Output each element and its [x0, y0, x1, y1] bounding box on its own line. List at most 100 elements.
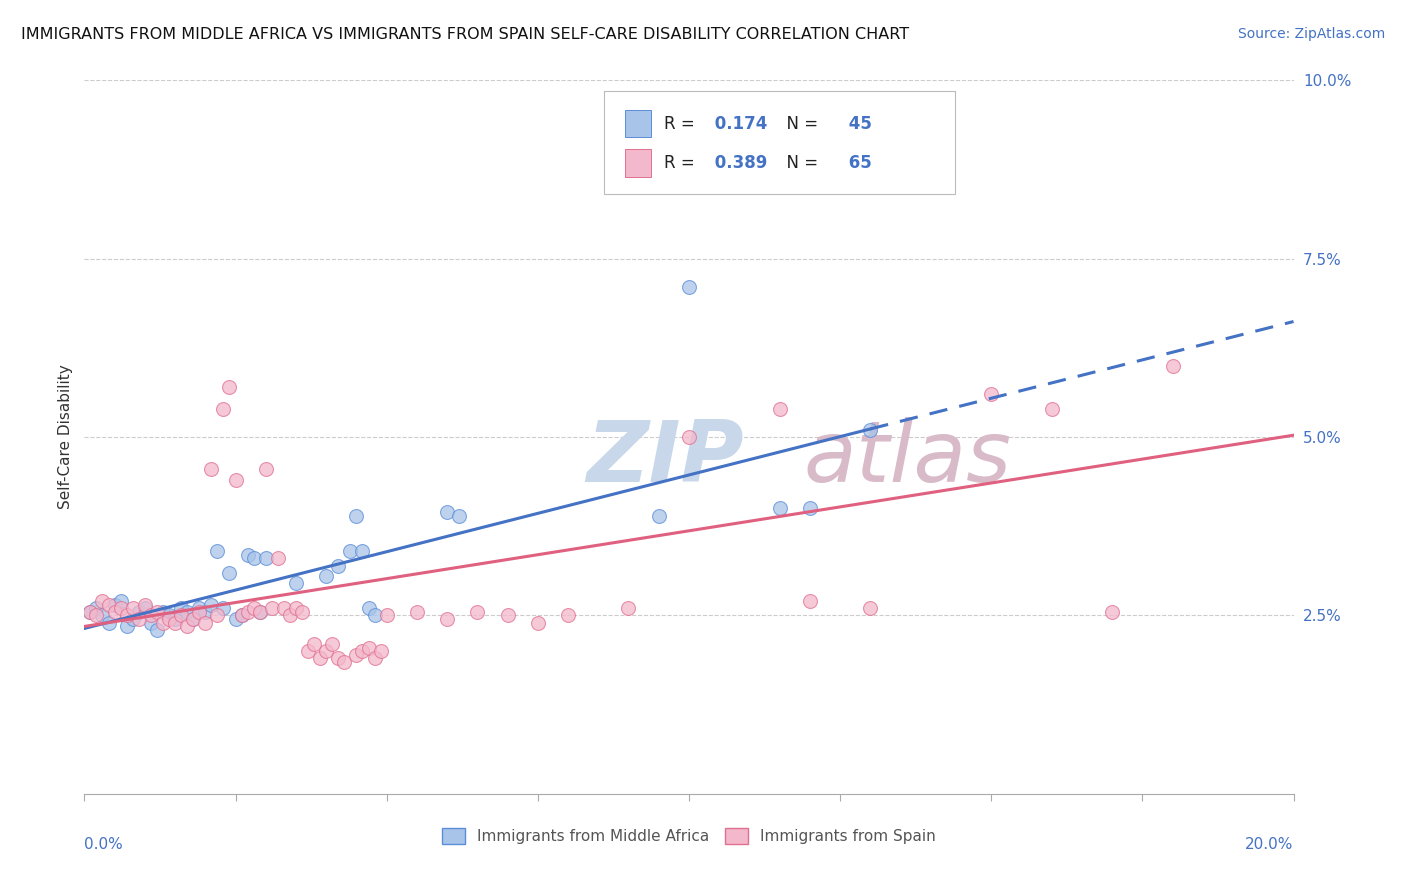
Point [225, 473, 247, 487]
Point [121, 612, 143, 626]
Text: Source: ZipAtlas.com: Source: ZipAtlas.com [1237, 27, 1385, 41]
Point [176, 619, 198, 633]
Point [170, 601, 193, 615]
Point [152, 605, 174, 619]
Legend: Immigrants from Middle Africa, Immigrants from Spain: Immigrants from Middle Africa, Immigrant… [436, 822, 942, 850]
Point [278, 608, 301, 623]
Point [267, 551, 290, 566]
Text: 0.174: 0.174 [710, 115, 768, 133]
Point [200, 462, 222, 476]
Point [357, 640, 380, 655]
Point [194, 605, 217, 619]
Point [799, 501, 821, 516]
Point [249, 605, 271, 619]
Point [260, 601, 283, 615]
Point [309, 651, 332, 665]
Point [121, 601, 143, 615]
Point [859, 423, 882, 437]
Point [648, 508, 671, 523]
Text: IMMIGRANTS FROM MIDDLE AFRICA VS IMMIGRANTS FROM SPAIN SELF-CARE DISABILITY CORR: IMMIGRANTS FROM MIDDLE AFRICA VS IMMIGRA… [21, 27, 910, 42]
Text: 0.389: 0.389 [710, 154, 768, 172]
Point [321, 637, 343, 651]
Text: R =: R = [664, 154, 695, 172]
Point [352, 544, 374, 558]
Point [496, 608, 519, 623]
Point [254, 551, 277, 566]
Point [181, 612, 204, 626]
Point [86, 608, 108, 623]
Point [242, 551, 264, 566]
Point [181, 612, 204, 626]
Point [254, 462, 277, 476]
Point [333, 655, 356, 669]
Point [207, 608, 229, 623]
Point [225, 612, 247, 626]
Point [375, 608, 398, 623]
Point [436, 612, 458, 626]
Point [1161, 359, 1184, 373]
Point [449, 508, 471, 523]
Point [165, 615, 187, 630]
Point [467, 605, 489, 619]
Point [799, 594, 821, 608]
Point [115, 608, 138, 623]
Point [339, 544, 361, 558]
FancyBboxPatch shape [624, 111, 651, 137]
Point [527, 615, 550, 630]
Point [980, 387, 1002, 401]
Point [249, 605, 271, 619]
Point [436, 505, 458, 519]
Point [617, 601, 640, 615]
Point [285, 601, 308, 615]
Point [678, 430, 700, 444]
Point [134, 601, 156, 615]
Text: 65: 65 [842, 154, 872, 172]
Text: N =: N = [776, 115, 818, 133]
Point [97, 598, 120, 612]
Point [146, 623, 169, 637]
Point [328, 651, 350, 665]
Point [86, 601, 108, 615]
Point [188, 605, 211, 619]
Point [363, 651, 385, 665]
Text: 20.0%: 20.0% [1246, 837, 1294, 852]
Point [188, 601, 211, 615]
Point [328, 558, 350, 573]
Text: ZIP: ZIP [586, 417, 744, 500]
Point [273, 601, 295, 615]
Text: R =: R = [664, 115, 695, 133]
Point [207, 544, 229, 558]
Point [218, 380, 240, 394]
Point [363, 608, 385, 623]
Point [236, 548, 259, 562]
Point [648, 130, 671, 145]
Point [152, 615, 174, 630]
Point [91, 594, 114, 608]
Y-axis label: Self-Care Disability: Self-Care Disability [58, 365, 73, 509]
Point [212, 601, 235, 615]
Point [146, 605, 169, 619]
FancyBboxPatch shape [605, 91, 955, 194]
Point [165, 612, 187, 626]
Point [406, 605, 429, 619]
Point [1101, 605, 1123, 619]
Point [315, 569, 337, 583]
Point [200, 598, 222, 612]
Point [170, 608, 193, 623]
Point [315, 644, 337, 658]
Point [139, 615, 162, 630]
Point [678, 280, 700, 294]
Point [285, 576, 308, 591]
Point [110, 601, 132, 615]
Point [859, 601, 882, 615]
Point [157, 612, 180, 626]
Point [1040, 401, 1063, 416]
FancyBboxPatch shape [624, 150, 651, 177]
Text: 45: 45 [842, 115, 872, 133]
Text: atlas: atlas [804, 417, 1012, 500]
Point [346, 648, 368, 662]
Point [97, 615, 120, 630]
Text: 0.0%: 0.0% [84, 837, 124, 852]
Point [242, 601, 264, 615]
Point [352, 644, 374, 658]
